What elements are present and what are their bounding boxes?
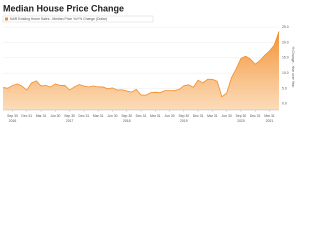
x-tick-label: Sep 30 <box>236 114 247 118</box>
x-tick-label: Sep 30 <box>121 114 132 118</box>
y-tick-label: 0.0 <box>282 102 287 106</box>
x-tick-label: Sep 30 <box>64 114 75 118</box>
y-tick-label: 5.0 <box>282 86 287 90</box>
x-tick-label: Mar 31 <box>150 114 161 118</box>
x-tick-label: Sep 30 <box>7 114 18 118</box>
x-tick-label: Dec 31 <box>193 114 204 118</box>
area-fill <box>3 31 279 110</box>
y-tick-label: 10.0 <box>282 71 289 75</box>
x-tick-label: Dec 31 <box>250 114 261 118</box>
x-year-label: 2017 <box>66 119 74 123</box>
x-year-label: 2021 <box>266 119 274 123</box>
legend-label: NAR Existing Home Sales - Median Price Y… <box>10 17 107 21</box>
y-tick-label: 25.0 <box>282 25 289 29</box>
x-tick-label: Mar 31 <box>207 114 218 118</box>
y-tick-label: 15.0 <box>282 56 289 60</box>
legend-box <box>2 15 154 23</box>
x-tick-label: Jun 30 <box>164 114 174 118</box>
x-year-label: 2020 <box>237 119 245 123</box>
x-tick-label: Dec 31 <box>79 114 90 118</box>
x-tick-label: Mar 31 <box>93 114 104 118</box>
x-tick-label: Jun 30 <box>50 114 60 118</box>
legend-swatch <box>5 17 8 21</box>
x-tick-label: Sep 30 <box>178 114 189 118</box>
y-axis-title: % Change - Year over Year <box>291 47 295 89</box>
x-year-label: 2018 <box>123 119 131 123</box>
x-tick-label: Mar 31 <box>264 114 275 118</box>
x-year-label: 2019 <box>180 119 188 123</box>
chart: Median House Price Change NAR Existing H… <box>2 3 295 123</box>
x-tick-label: Jun 30 <box>107 114 117 118</box>
x-tick-label: Jun 30 <box>222 114 232 118</box>
x-tick-label: Mar 31 <box>36 114 47 118</box>
chart-title: Median House Price Change <box>3 3 124 13</box>
x-year-label: 2016 <box>9 119 17 123</box>
x-tick-label: Dec 31 <box>21 114 32 118</box>
x-tick-label: Dec 31 <box>136 114 147 118</box>
y-tick-label: 20.0 <box>282 40 289 44</box>
area-line <box>2 31 280 98</box>
